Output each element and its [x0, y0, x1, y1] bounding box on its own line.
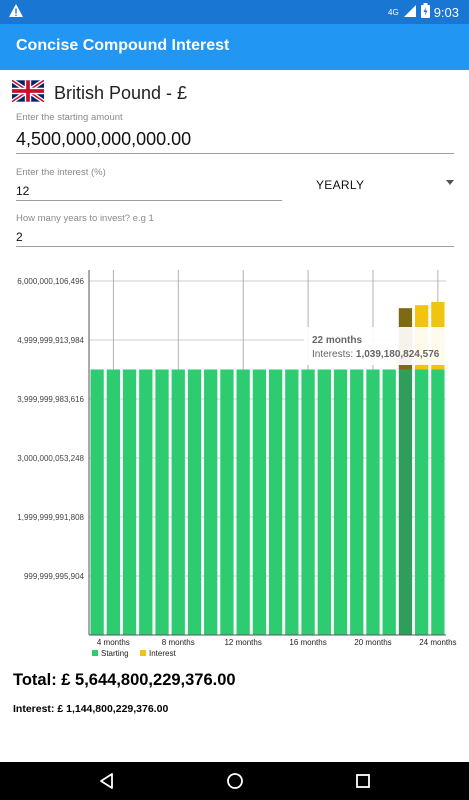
app-title: Concise Compound Interest — [16, 37, 230, 54]
frequency-select[interactable]: YEARLY — [316, 176, 458, 196]
battery-icon — [420, 3, 430, 21]
starting-bar — [285, 369, 299, 635]
x-tick-label: 8 months — [162, 638, 195, 647]
dropdown-arrow-icon — [446, 180, 454, 185]
starting-amount-input[interactable]: 4,500,000,000,000.00 — [16, 129, 454, 154]
starting-bar — [431, 369, 445, 635]
years-hint: How many years to invest? e.g 1 — [16, 213, 154, 224]
currency-selector[interactable]: British Pound - £ — [10, 78, 188, 107]
starting-bar — [317, 369, 331, 635]
interest-hint: Enter the interest (%) — [16, 167, 106, 178]
warning-icon — [8, 3, 24, 24]
y-tick-label: 3,999,999,983,616 — [17, 395, 84, 404]
tooltip-title: 22 months — [312, 335, 362, 346]
legend-swatch — [92, 650, 98, 656]
tooltip-box — [304, 327, 469, 365]
status-bar: 4G 9:03 — [0, 0, 469, 24]
starting-bar — [139, 369, 153, 635]
network-type: 4G — [388, 7, 399, 17]
starting-bar — [236, 369, 250, 635]
x-tick-label: 4 months — [97, 638, 130, 647]
currency-label: British Pound - £ — [54, 83, 188, 103]
starting-bar — [122, 369, 137, 635]
recents-icon[interactable] — [354, 772, 372, 790]
starting-bar — [106, 369, 120, 635]
interest-value: Interest: £ 1,144,800,229,376.00 — [13, 703, 169, 715]
years-input[interactable]: 2 — [16, 230, 454, 247]
x-tick-label: 16 months — [289, 638, 326, 647]
starting-bar — [350, 369, 364, 635]
starting-bar — [171, 369, 185, 635]
starting-bar — [204, 369, 218, 635]
back-icon[interactable] — [98, 772, 116, 790]
tooltip-value-line: Interests: 1,039,180,824,576 — [312, 349, 440, 360]
starting-bar — [382, 369, 396, 635]
uk-flag-icon — [10, 78, 46, 107]
legend-label: Interest — [149, 649, 176, 658]
home-icon[interactable] — [226, 772, 244, 790]
y-tick-label: 6,000,000,106,496 — [17, 277, 84, 286]
clock: 9:03 — [433, 4, 459, 20]
starting-bar — [333, 369, 348, 635]
total-value: Total: £ 5,644,800,229,376.00 — [13, 671, 236, 689]
starting-bar — [187, 369, 202, 635]
x-tick-label: 12 months — [224, 638, 261, 647]
starting-bar — [252, 369, 267, 635]
starting-amount-hint: Enter the starting amount — [16, 112, 123, 123]
x-tick-label: 20 months — [354, 638, 391, 647]
interest-field: Enter the interest (%) 12 — [16, 167, 282, 201]
navigation-bar — [0, 762, 469, 800]
starting-bar — [220, 369, 234, 635]
y-tick-label: 4,999,999,913,984 — [17, 336, 84, 345]
compound-chart[interactable]: 999,999,995,904 1,999,999,991,808 3,000,00… — [10, 262, 469, 662]
starting-bar — [398, 369, 413, 635]
starting-bar — [366, 369, 380, 635]
starting-bar — [268, 369, 283, 635]
chart-svg[interactable]: 999,999,995,904 1,999,999,991,808 3,000,00… — [10, 262, 469, 662]
interest-input[interactable]: 12 — [16, 184, 282, 201]
years-field: How many years to invest? e.g 1 2 — [16, 213, 454, 247]
frequency-value: YEARLY — [316, 178, 365, 192]
y-tick-label: 1,999,999,991,808 — [17, 513, 84, 522]
app-bar: Concise Compound Interest — [0, 24, 469, 70]
starting-bar — [301, 369, 315, 635]
x-tick-label: 24 months — [419, 638, 456, 647]
y-tick-label: 999,999,995,904 — [24, 572, 85, 581]
legend-swatch — [140, 650, 146, 656]
starting-bar — [90, 369, 104, 635]
legend-label: Starting — [101, 649, 129, 658]
signal-icon — [403, 4, 417, 21]
starting-bar — [155, 369, 169, 635]
starting-bar — [415, 369, 429, 635]
starting-amount-field: Enter the starting amount 4,500,000,000,… — [16, 112, 454, 154]
y-tick-label: 3,000,000,053,248 — [17, 454, 84, 463]
